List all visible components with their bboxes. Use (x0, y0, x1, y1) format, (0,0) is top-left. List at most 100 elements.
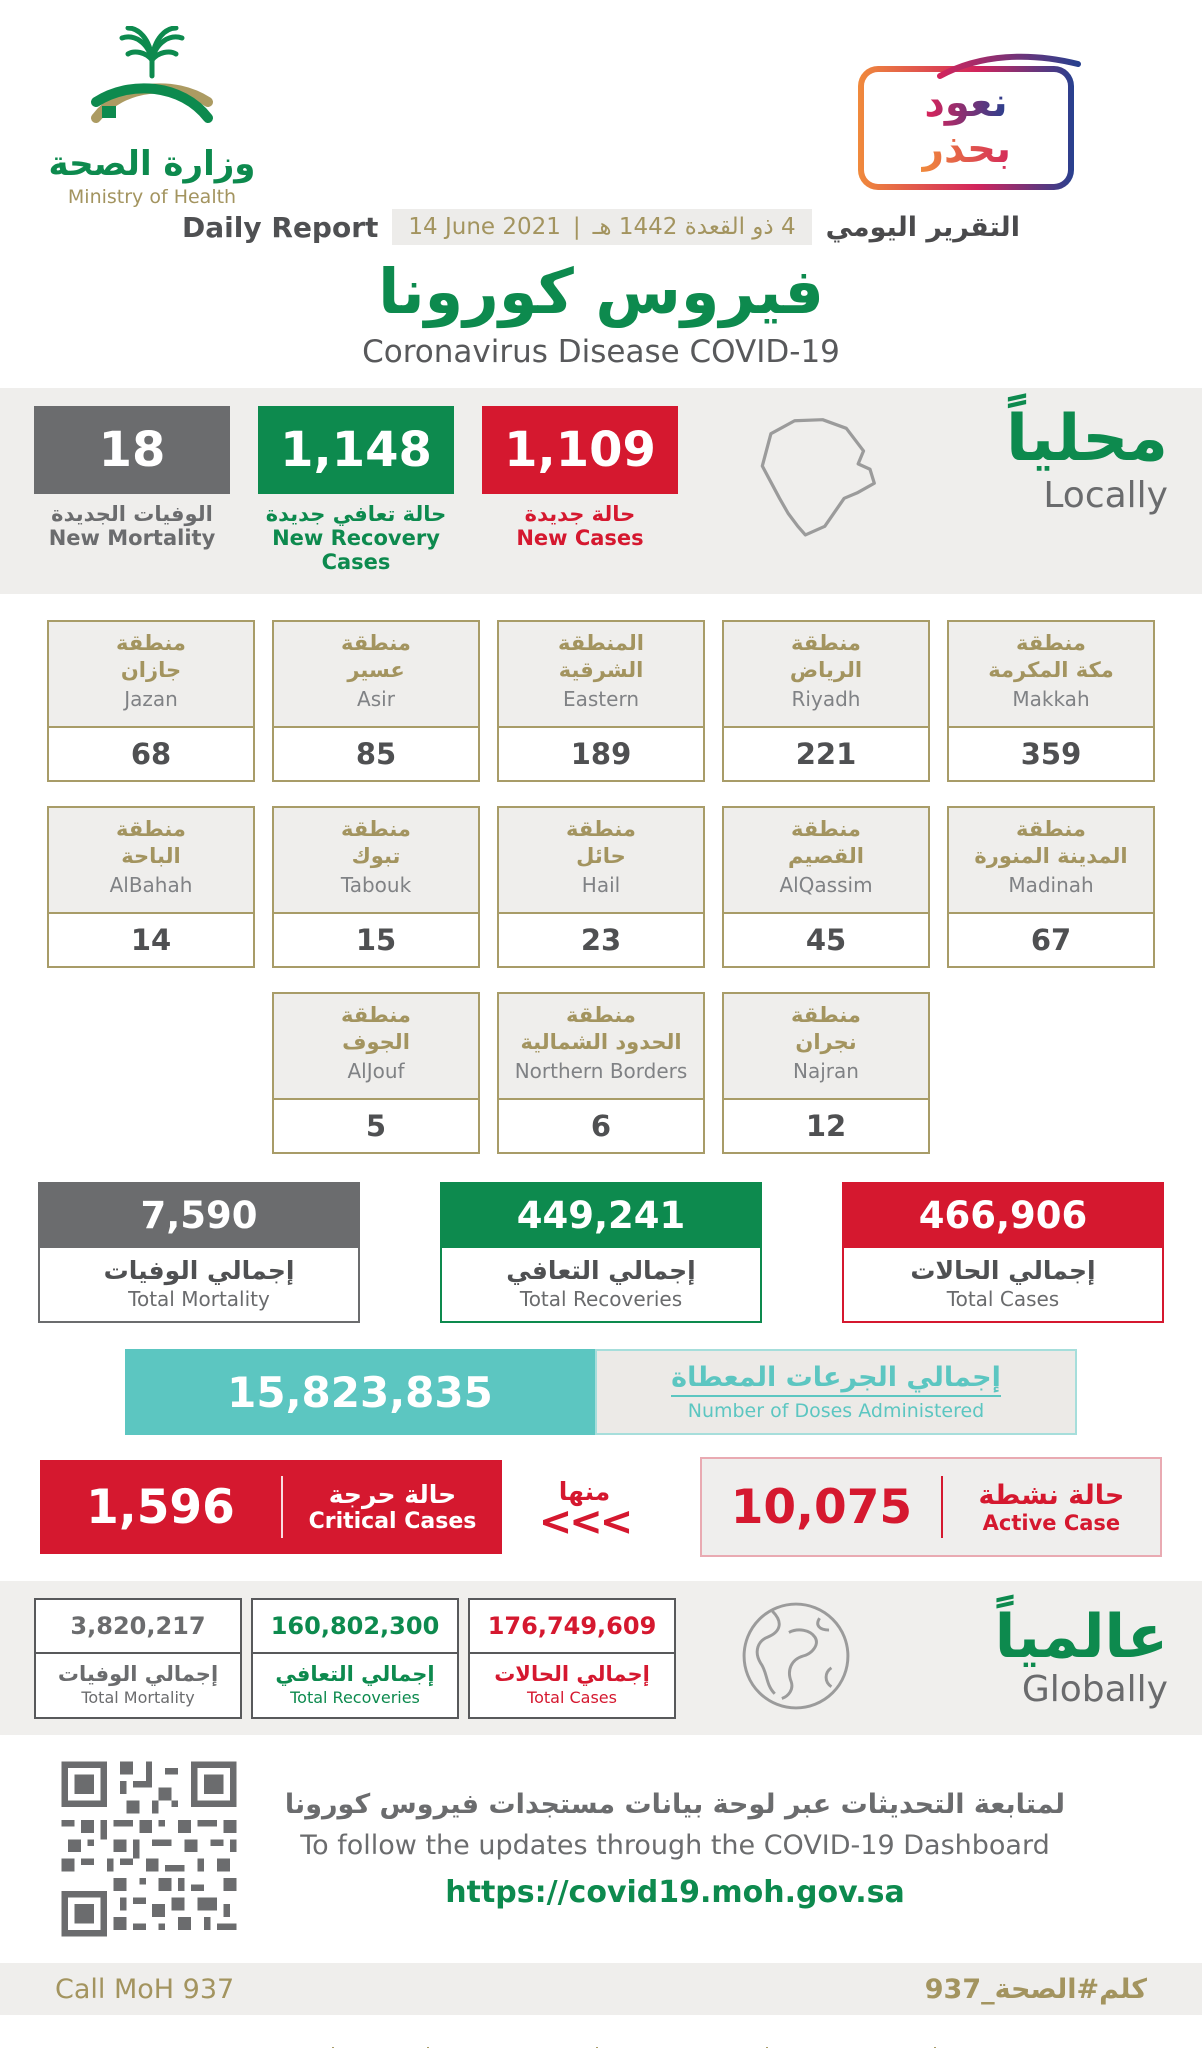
global-recoveries-label-en: Total Recoveries (290, 1687, 420, 1707)
globally-section: 3,820,217 إجمالي الوفيات Total Mortality… (0, 1581, 1202, 1735)
call-moh-label-ar: كلم#الصحة_937 (924, 1973, 1147, 2005)
region-card-alqassim: منطقة القصيم AlQassim 45 (722, 806, 930, 968)
region-card-asir: منطقة عسير Asir 85 (272, 620, 480, 782)
region-ar-line2: الشرقية (558, 658, 644, 683)
total-cases: 466,906 إجمالي الحالات Total Cases (842, 1182, 1164, 1323)
total-mortality-label-en: Total Mortality (128, 1287, 270, 1311)
region-ar-line1: منطقة (1016, 817, 1086, 841)
region-ar-line1: المنطقة (557, 631, 645, 655)
date-hijri: 4 ذو القعدة 1442 هـ (592, 214, 796, 240)
return-with-caution-badge: نعود بحذر (858, 53, 1081, 190)
region-card-tabouk: منطقة تبوك Tabouk 15 (272, 806, 480, 968)
doses-administered-bar: 15,823,835 إجمالي الجرعات المعطاة Number… (0, 1349, 1202, 1435)
date-separator: | (572, 214, 581, 240)
region-ar-line2: المدينة المنورة (974, 844, 1128, 869)
doses-value: 15,823,835 (227, 1367, 493, 1417)
dashboard-line-en: To follow the updates through the COVID-… (300, 1829, 1050, 1861)
active-case-label-en: Active Case (982, 1510, 1121, 1535)
region-ar-line2: الجوف (342, 1030, 410, 1055)
locally-section: 18 الوفيات الجديدة New Mortality 1,148 ح… (0, 388, 1202, 594)
total-recoveries-label-ar: إجمالي التعافي (506, 1256, 696, 1285)
doses-value-box: 15,823,835 (125, 1349, 595, 1435)
new-recoveries-box: 1,148 (258, 406, 454, 494)
region-ar-line2: جازان (120, 658, 182, 683)
region-card-hail: منطقة حائل Hail 23 (497, 806, 705, 968)
locally-label-en: Locally (1043, 475, 1168, 517)
region-card-eastern: المنطقة الشرقية Eastern 189 (497, 620, 705, 782)
region-ar-line1: منطقة (566, 817, 636, 841)
total-cases-label-ar: إجمالي الحالات (910, 1256, 1096, 1285)
region-ar-line1: منطقة (791, 817, 861, 841)
globally-label: عالمياً Globally (869, 1606, 1168, 1711)
of-which-label: منها (558, 1476, 611, 1506)
date-gregorian: 14 June 2021 (408, 214, 561, 240)
region-ar-line1: منطقة (116, 817, 186, 841)
regions-row-1: منطقة جازان Jazan 68 منطقة عسير Asir 85 المن… (0, 620, 1202, 782)
total-recoveries: 449,241 إجمالي التعافي Total Recoveries (440, 1182, 762, 1323)
header: وزارة الصحة Ministry of Health نعود بحذر (0, 0, 1202, 208)
total-mortality: 7,590 إجمالي الوفيات Total Mortality (38, 1182, 360, 1323)
new-mortality-label-en: New Mortality (48, 526, 216, 550)
dashboard-line-ar: لمتابعة التحديثات عبر لوحة بيانات مستجدا… (284, 1788, 1066, 1820)
global-total-cases: 176,749,609 إجمالي الحالات Total Cases (468, 1597, 676, 1719)
new-recoveries-value: 1,148 (280, 422, 432, 478)
total-cases-value: 466,906 (918, 1193, 1088, 1237)
region-value: 23 (499, 912, 703, 966)
region-en: Tabouk (340, 872, 412, 897)
region-card-albahah: منطقة الباحة AlBahah 14 (47, 806, 255, 968)
region-value: 12 (724, 1098, 928, 1152)
badge-swoosh-icon (937, 53, 1081, 79)
region-en: Eastern (562, 686, 639, 711)
global-mortality-value: 3,820,217 (70, 1611, 206, 1640)
locally-label: محلياً Locally (912, 405, 1168, 517)
region-ar-line1: منطقة (341, 631, 411, 655)
locally-totals: 7,590 إجمالي الوفيات Total Mortality 449… (0, 1182, 1202, 1323)
daily-report-label-ar: التقرير اليومي (825, 211, 1020, 243)
total-recoveries-value: 449,241 (516, 1193, 686, 1237)
new-recoveries-stat: 1,148 حالة تعافي جديدة New Recovery Case… (258, 406, 454, 574)
global-cases-label-en: Total Cases (527, 1687, 617, 1707)
regions-grid: منطقة جازان Jazan 68 منطقة عسير Asir 85 المن… (0, 620, 1202, 1154)
critical-active-row: 1,596 حالة حرجة Critical Cases منها <<< … (0, 1457, 1202, 1557)
region-en: Jazan (124, 686, 178, 711)
dashboard-url-link[interactable]: https://covid19.moh.gov.sa (445, 1874, 905, 1910)
region-value: 6 (499, 1098, 703, 1152)
region-ar-line1: منطقة (791, 631, 861, 655)
new-cases-label-ar: حالة جديدة (524, 502, 636, 526)
saudi-map-icon (734, 410, 894, 554)
region-en: Najran (793, 1058, 859, 1083)
new-cases-label-en: New Cases (516, 526, 644, 550)
critical-cases-box: 1,596 حالة حرجة Critical Cases (40, 1460, 502, 1554)
region-card-aljouf: منطقة الجوف AlJouf 5 (272, 992, 480, 1154)
global-cases-label-ar: إجمالي الحالات (494, 1661, 650, 1686)
report-date-row: Daily Report 14 June 2021 | 4 ذو القعدة … (0, 209, 1202, 245)
global-mortality-label-ar: إجمالي الوفيات (57, 1661, 219, 1686)
active-case-box: 10,075 حالة نشطة Active Case (700, 1457, 1162, 1557)
region-ar-line2: الحدود الشمالية (520, 1030, 682, 1055)
region-value: 68 (49, 726, 253, 780)
badge-label: نعود بحذر (921, 80, 1011, 172)
global-recoveries-label-ar: إجمالي التعافي (275, 1661, 435, 1686)
badge-inner: نعود بحذر (864, 72, 1068, 184)
region-value: 5 (274, 1098, 478, 1152)
region-ar-line2: الرياض (789, 658, 863, 683)
region-en: Hail (581, 872, 621, 897)
region-value: 189 (499, 726, 703, 780)
critical-cases-label-en: Critical Cases (308, 1509, 477, 1534)
region-value: 221 (724, 726, 928, 780)
regions-row-2: منطقة الباحة AlBahah 14 منطقة تبوك Tabouk 15… (0, 806, 1202, 968)
global-total-recoveries: 160,802,300 إجمالي التعافي Total Recover… (251, 1597, 459, 1719)
region-value: 45 (724, 912, 928, 966)
dashboard-section: لمتابعة التحديثات عبر لوحة بيانات مستجدا… (0, 1735, 1202, 1957)
new-recoveries-label-ar: حالة تعافي جديدة (265, 502, 447, 526)
region-ar-line2: مكة المكرمة (988, 658, 1114, 683)
divider (940, 1476, 943, 1538)
left-chevrons-icon: <<< (538, 1498, 634, 1545)
moh-logo-arabic: وزارة الصحة (48, 144, 256, 184)
dashboard-text: لمتابعة التحديثات عبر لوحة بيانات مستجدا… (243, 1789, 1147, 1910)
region-en: Madinah (1008, 872, 1094, 897)
region-card-jazan: منطقة جازان Jazan 68 (47, 620, 255, 782)
badge-border: نعود بحذر (858, 66, 1074, 190)
region-card-najran: منطقة نجران Najran 12 (722, 992, 930, 1154)
page-title-english: Coronavirus Disease COVID-19 (362, 334, 840, 370)
